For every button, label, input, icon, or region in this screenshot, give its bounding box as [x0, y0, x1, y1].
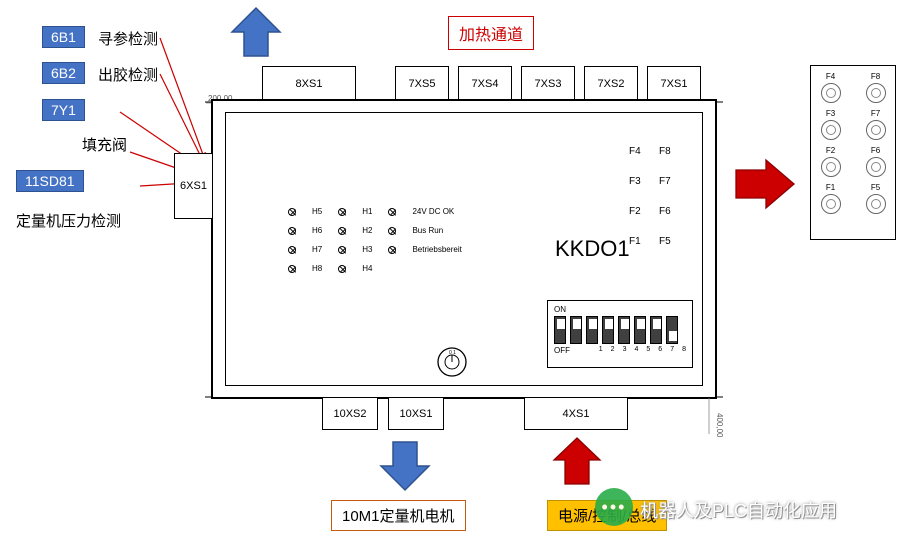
fuse-circle-icon [821, 120, 841, 140]
led-h2: H2 [362, 226, 372, 235]
fuse-label: F4 [821, 72, 841, 81]
fp-f3: F3 [629, 176, 659, 187]
dip-num: 4 [634, 346, 638, 355]
dip-switch-1 [554, 316, 566, 344]
fuse-label: F7 [866, 109, 886, 118]
side-fuse-panel: F4 F8 F3 F7 F2 F6 F1 F5 [810, 65, 896, 240]
led-h8-icon [288, 265, 296, 273]
fp-f2: F2 [629, 206, 659, 217]
dim-bottom: 400,00 [715, 413, 724, 437]
fuse-f1: F1 [821, 183, 841, 214]
led-h1-icon [338, 208, 346, 216]
red-arrow-up [548, 434, 606, 490]
led-h2-icon [338, 227, 346, 235]
dip-off: OFF [554, 346, 570, 355]
fuse-circle-icon [821, 83, 841, 103]
led-h1: H1 [362, 207, 372, 216]
led-bus-icon [388, 227, 396, 235]
dip-switch: ON OFF 12345678 [547, 300, 693, 368]
fport-grid: F4F8 F3F7 F2F6 F1F5 [629, 136, 689, 256]
fuse-label: F2 [821, 146, 841, 155]
dip-switch-5 [618, 316, 630, 344]
fuse-f7: F7 [866, 109, 886, 140]
device-name: KKDO1 [555, 236, 630, 262]
led-24v-icon [388, 208, 396, 216]
led-h7-icon [288, 246, 296, 254]
fuse-f5: F5 [866, 183, 886, 214]
led-h6: H6 [312, 226, 322, 235]
fuse-label: F8 [866, 72, 886, 81]
dip-num: 5 [646, 346, 650, 355]
heating-channel-label: 加热通道 [448, 16, 534, 50]
led-h3: H3 [362, 245, 372, 254]
fp-f4: F4 [629, 146, 659, 157]
led-24v: 24V DC OK [412, 207, 454, 216]
fp-f7: F7 [659, 176, 689, 187]
keylock-icon: 0 1 [435, 345, 469, 379]
fuse-label: F3 [821, 109, 841, 118]
fuse-circle-icon [821, 194, 841, 214]
led-h6-icon [288, 227, 296, 235]
tag-7y1: 7Y1 [42, 99, 85, 121]
fuse-f2: F2 [821, 146, 841, 177]
fuse-label: F5 [866, 183, 886, 192]
tag-6b1: 6B1 [42, 26, 85, 48]
fuse-label: F1 [821, 183, 841, 192]
led-grid: H5 H1 24V DC OK H6 H2 Bus Run H7 H3 Betr… [288, 207, 488, 273]
red-arrow-right [732, 156, 798, 212]
tag-6b2: 6B2 [42, 62, 85, 84]
fuse-circle-icon [866, 120, 886, 140]
fp-f8: F8 [659, 146, 689, 157]
fp-f1: F1 [629, 236, 659, 247]
fuse-f3: F3 [821, 109, 841, 140]
fuse-circle-icon [866, 194, 886, 214]
dip-switch-3 [586, 316, 598, 344]
dip-num: 8 [682, 346, 686, 355]
fuse-circle-icon [821, 157, 841, 177]
blue-arrow-down [375, 438, 435, 494]
dip-num: 3 [623, 346, 627, 355]
blue-arrow-up [226, 6, 286, 62]
fuse-f6: F6 [866, 146, 886, 177]
led-h7: H7 [312, 245, 322, 254]
wechat-dots-icon: ••• [602, 497, 627, 518]
watermark-text: 机器人及PLC自动化应用 [640, 497, 837, 523]
dip-num: 1 [599, 346, 603, 355]
dip-switch-7 [650, 316, 662, 344]
led-betr-icon [388, 246, 396, 254]
dip-num: 2 [611, 346, 615, 355]
dip-switch-6 [634, 316, 646, 344]
fp-f5: F5 [659, 236, 689, 247]
fuse-f8: F8 [866, 72, 886, 103]
led-h5-icon [288, 208, 296, 216]
fuse-f4: F4 [821, 72, 841, 103]
fuse-circle-icon [866, 157, 886, 177]
fuse-circle-icon [866, 83, 886, 103]
svg-text:0 1: 0 1 [449, 350, 456, 356]
dip-switch-8 [666, 316, 678, 344]
tag-11sd81: 11SD81 [16, 170, 84, 192]
led-betr: Betriebsbereit [412, 245, 461, 254]
fp-f6: F6 [659, 206, 689, 217]
led-h3-icon [338, 246, 346, 254]
wechat-badge: ••• [595, 488, 633, 526]
motor-label: 10M1定量机电机 [331, 500, 466, 531]
dip-num: 7 [670, 346, 674, 355]
fuse-label: F6 [866, 146, 886, 155]
dip-switch-2 [570, 316, 582, 344]
dip-num: 6 [658, 346, 662, 355]
led-h5: H5 [312, 207, 322, 216]
dip-switch-4 [602, 316, 614, 344]
led-h8: H8 [312, 264, 322, 273]
led-bus: Bus Run [412, 226, 443, 235]
dip-on: ON [554, 305, 566, 314]
led-h4: H4 [362, 264, 372, 273]
led-h4-icon [338, 265, 346, 273]
